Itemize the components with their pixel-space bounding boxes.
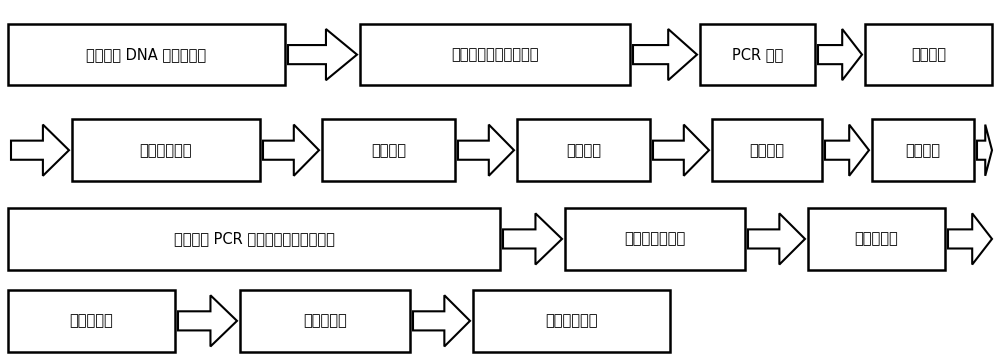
FancyBboxPatch shape <box>808 208 945 270</box>
Polygon shape <box>503 213 562 264</box>
FancyBboxPatch shape <box>8 24 285 85</box>
Text: 感受态的制备: 感受态的制备 <box>140 143 192 158</box>
Text: 标准曲线的建立: 标准曲线的建立 <box>624 231 686 246</box>
Polygon shape <box>178 295 237 346</box>
Polygon shape <box>818 29 862 80</box>
Polygon shape <box>748 213 805 264</box>
FancyBboxPatch shape <box>872 120 974 181</box>
Text: 敏感性试验: 敏感性试验 <box>70 313 113 328</box>
Text: 临床样品检测: 临床样品检测 <box>545 313 598 328</box>
Text: 接种插菌: 接种插菌 <box>566 143 601 158</box>
Polygon shape <box>263 125 319 176</box>
FancyBboxPatch shape <box>240 290 410 351</box>
Text: 牛支原体 DNA 模板的制备: 牛支原体 DNA 模板的制备 <box>86 47 207 62</box>
FancyBboxPatch shape <box>322 120 455 181</box>
Text: 荧光定量 PCR 反应体系及条件的优化: 荧光定量 PCR 反应体系及条件的优化 <box>174 231 334 246</box>
FancyBboxPatch shape <box>8 208 500 270</box>
Text: 引物与探针的设计合成: 引物与探针的设计合成 <box>451 47 539 62</box>
FancyBboxPatch shape <box>700 24 815 85</box>
Polygon shape <box>11 125 69 176</box>
FancyBboxPatch shape <box>473 290 670 351</box>
Polygon shape <box>413 295 470 346</box>
FancyBboxPatch shape <box>8 290 175 351</box>
Text: 重复性试验: 重复性试验 <box>303 313 347 328</box>
FancyBboxPatch shape <box>517 120 650 181</box>
Polygon shape <box>458 125 514 176</box>
Text: 特异性试验: 特异性试验 <box>855 231 898 246</box>
Polygon shape <box>948 213 992 264</box>
Polygon shape <box>825 125 869 176</box>
Text: 连接载体: 连接载体 <box>911 47 946 62</box>
Polygon shape <box>653 125 709 176</box>
Text: 酶切鉴定: 酶切鉴定 <box>906 143 940 158</box>
FancyBboxPatch shape <box>360 24 630 85</box>
Polygon shape <box>633 29 697 80</box>
FancyBboxPatch shape <box>72 120 260 181</box>
FancyBboxPatch shape <box>865 24 992 85</box>
Polygon shape <box>977 125 992 176</box>
Text: 质粒小提: 质粒小提 <box>750 143 784 158</box>
FancyBboxPatch shape <box>712 120 822 181</box>
FancyBboxPatch shape <box>565 208 745 270</box>
Text: 连接转化: 连接转化 <box>371 143 406 158</box>
Text: PCR 扩增: PCR 扩增 <box>732 47 783 62</box>
Polygon shape <box>288 29 357 80</box>
